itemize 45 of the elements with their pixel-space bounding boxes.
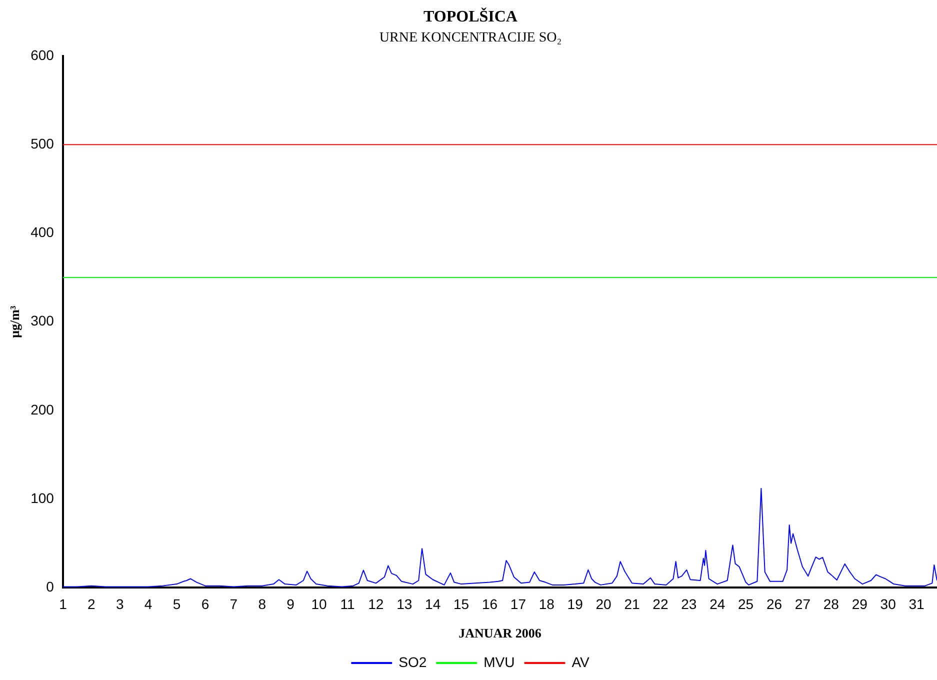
legend-label: AV — [572, 654, 590, 670]
y-tick-label: 200 — [30, 401, 54, 418]
x-tick-label: 22 — [652, 596, 668, 612]
x-tick-label: 27 — [794, 596, 811, 612]
x-tick-label: 26 — [766, 596, 782, 612]
x-tick-label: 5 — [172, 596, 181, 612]
legend-label: SO2 — [398, 654, 427, 670]
x-tick-label: 14 — [425, 596, 441, 612]
x-tick-label: 13 — [396, 596, 412, 612]
y-tick-label: 0 — [46, 578, 54, 594]
y-tick-label: 400 — [30, 224, 54, 240]
x-tick-label: 20 — [596, 596, 612, 612]
x-tick-label: 9 — [286, 596, 295, 612]
x-tick-label: 3 — [116, 596, 124, 612]
chart-subtitle: URNE KONCENTRACIJE SO₂ — [379, 30, 562, 46]
x-tick-label: 15 — [453, 596, 470, 612]
legend-label: MVU — [484, 654, 515, 670]
x-tick-label: 12 — [368, 596, 384, 612]
x-tick-label: 23 — [681, 596, 697, 612]
x-tick-label: 4 — [144, 596, 152, 612]
y-tick-label: 100 — [30, 490, 54, 506]
x-tick-label: 25 — [738, 596, 754, 612]
x-tick-label: 10 — [311, 596, 328, 612]
y-tick-label: 300 — [30, 312, 54, 329]
chart-title: TOPOLŠICA — [424, 8, 518, 26]
x-tick-label: 28 — [823, 596, 840, 612]
x-tick-label: 29 — [852, 596, 868, 612]
x-axis-title: JANUAR 2006 — [458, 626, 542, 641]
x-tick-label: 19 — [567, 596, 584, 612]
x-tick-label: 30 — [880, 596, 896, 612]
x-tick-label: 21 — [624, 596, 640, 612]
x-tick-label: 18 — [538, 596, 555, 612]
x-tick-label: 16 — [482, 596, 498, 612]
x-tick-label: 11 — [340, 596, 355, 612]
x-tick-label: 7 — [230, 596, 238, 612]
x-tick-label: 6 — [201, 596, 210, 612]
y-tick-label: 500 — [30, 135, 54, 152]
y-axis-title: μg/m³ — [7, 306, 22, 338]
x-tick-label: 1 — [59, 596, 68, 612]
y-tick-label: 600 — [30, 46, 54, 63]
x-tick-label: 24 — [710, 596, 726, 612]
x-tick-label: 31 — [908, 596, 925, 612]
x-tick-label: 8 — [258, 596, 266, 612]
x-tick-label: 17 — [510, 596, 526, 612]
x-tick-label: 2 — [88, 596, 96, 612]
